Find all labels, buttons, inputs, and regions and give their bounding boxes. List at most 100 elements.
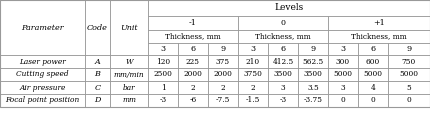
Text: W: W: [125, 57, 133, 66]
Bar: [238, 43, 268, 55]
Bar: [268, 55, 298, 68]
Text: -1.5: -1.5: [246, 97, 260, 104]
Bar: [208, 94, 238, 107]
Text: -7.5: -7.5: [216, 97, 230, 104]
Text: Levels: Levels: [274, 4, 304, 13]
Text: Cutting speed: Cutting speed: [16, 71, 69, 79]
Text: Unit: Unit: [120, 24, 138, 31]
Bar: [0, 94, 85, 107]
Bar: [148, 16, 238, 30]
Text: 9: 9: [221, 45, 226, 53]
Bar: [85, 0, 110, 55]
Text: 2: 2: [251, 84, 255, 91]
Bar: [358, 55, 388, 68]
Text: 412.5: 412.5: [272, 57, 294, 66]
Bar: [388, 55, 430, 68]
Bar: [0, 68, 85, 81]
Bar: [85, 94, 110, 107]
Bar: [148, 68, 178, 81]
Bar: [298, 55, 328, 68]
Bar: [178, 55, 208, 68]
Text: 3: 3: [160, 45, 166, 53]
Bar: [178, 81, 208, 94]
Text: 5: 5: [407, 84, 412, 91]
Bar: [328, 16, 430, 30]
Bar: [268, 68, 298, 81]
Text: 6: 6: [370, 45, 375, 53]
Bar: [85, 81, 110, 94]
Bar: [328, 81, 358, 94]
Text: 5000: 5000: [399, 71, 418, 79]
Text: 0: 0: [341, 97, 345, 104]
Bar: [148, 55, 178, 68]
Text: bar: bar: [123, 84, 135, 91]
Bar: [268, 94, 298, 107]
Text: +1: +1: [373, 19, 385, 27]
Bar: [388, 81, 430, 94]
Bar: [148, 0, 430, 16]
Text: 4: 4: [371, 84, 375, 91]
Text: 2: 2: [221, 84, 225, 91]
Bar: [0, 81, 85, 94]
Text: 562.5: 562.5: [302, 57, 324, 66]
Bar: [110, 0, 148, 55]
Text: 600: 600: [366, 57, 380, 66]
Text: C: C: [95, 84, 101, 91]
Text: 3: 3: [281, 84, 286, 91]
Bar: [148, 81, 178, 94]
Text: Parameter: Parameter: [21, 24, 64, 31]
Text: 300: 300: [336, 57, 350, 66]
Text: -3: -3: [280, 97, 286, 104]
Text: 3: 3: [341, 45, 346, 53]
Bar: [110, 94, 148, 107]
Bar: [328, 55, 358, 68]
Text: Code: Code: [87, 24, 108, 31]
Text: 3.5: 3.5: [307, 84, 319, 91]
Bar: [328, 94, 358, 107]
Bar: [358, 68, 388, 81]
Text: 3500: 3500: [273, 71, 292, 79]
Bar: [178, 94, 208, 107]
Bar: [110, 68, 148, 81]
Text: 0: 0: [371, 97, 375, 104]
Bar: [388, 43, 430, 55]
Text: 9: 9: [310, 45, 316, 53]
Text: 5000: 5000: [334, 71, 353, 79]
Text: -3.75: -3.75: [304, 97, 322, 104]
Bar: [178, 43, 208, 55]
Bar: [358, 81, 388, 94]
Bar: [298, 43, 328, 55]
Bar: [268, 81, 298, 94]
Text: 9: 9: [406, 45, 412, 53]
Bar: [268, 43, 298, 55]
Text: Laser power: Laser power: [19, 57, 66, 66]
Text: Thickness, mm: Thickness, mm: [165, 33, 221, 40]
Bar: [388, 94, 430, 107]
Bar: [110, 55, 148, 68]
Bar: [85, 68, 110, 81]
Text: 3500: 3500: [304, 71, 322, 79]
Text: mm: mm: [122, 97, 136, 104]
Text: Focal point position: Focal point position: [5, 97, 80, 104]
Bar: [328, 43, 358, 55]
Text: 225: 225: [186, 57, 200, 66]
Bar: [358, 43, 388, 55]
Text: Air pressure: Air pressure: [19, 84, 66, 91]
Text: 2000: 2000: [184, 71, 203, 79]
Text: 3: 3: [250, 45, 255, 53]
Text: 2: 2: [190, 84, 195, 91]
Bar: [178, 68, 208, 81]
Text: 6: 6: [190, 45, 196, 53]
Bar: [148, 94, 178, 107]
Bar: [298, 81, 328, 94]
Text: D: D: [94, 97, 101, 104]
Text: 3750: 3750: [243, 71, 262, 79]
Bar: [110, 81, 148, 94]
Text: 3: 3: [341, 84, 345, 91]
Text: -3: -3: [160, 97, 166, 104]
Bar: [208, 43, 238, 55]
Text: 750: 750: [402, 57, 416, 66]
Bar: [388, 68, 430, 81]
Text: 5000: 5000: [363, 71, 383, 79]
Text: -6: -6: [189, 97, 197, 104]
